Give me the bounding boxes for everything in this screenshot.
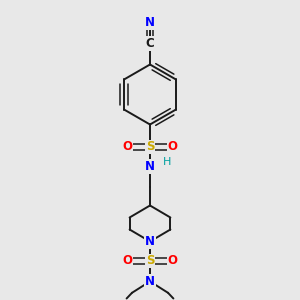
Text: O: O	[122, 140, 133, 154]
Text: N: N	[145, 235, 155, 248]
Text: O: O	[167, 254, 178, 268]
Text: S: S	[146, 254, 154, 268]
Text: S: S	[146, 140, 154, 154]
Text: O: O	[122, 254, 133, 268]
Text: C: C	[146, 37, 154, 50]
Text: N: N	[145, 16, 155, 29]
Text: N: N	[145, 275, 155, 288]
Text: H: H	[163, 157, 172, 167]
Text: O: O	[167, 140, 178, 154]
Text: N: N	[145, 160, 155, 173]
